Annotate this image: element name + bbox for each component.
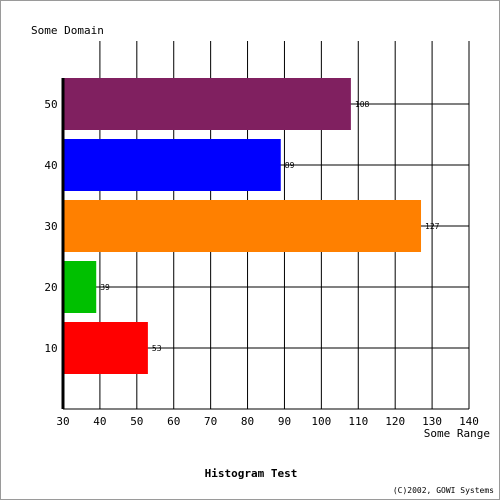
y-tick-label: 50	[44, 98, 57, 111]
x-tick-label: 100	[311, 415, 331, 428]
bar	[63, 200, 422, 252]
data-label: 108	[355, 100, 370, 109]
x-tick-label: 120	[385, 415, 405, 428]
data-labels: 53 39 127 89 108	[100, 100, 439, 353]
y-tick-label: 10	[44, 342, 57, 355]
y-axis-title: Some Domain	[31, 24, 104, 37]
x-tick-label: 70	[204, 415, 217, 428]
x-tick-label: 80	[241, 415, 254, 428]
data-label: 89	[285, 161, 295, 170]
data-label: 127	[425, 222, 440, 231]
bar	[63, 261, 97, 313]
x-tick-label: 60	[167, 415, 180, 428]
x-tick-label: 140	[459, 415, 479, 428]
x-tick-label: 110	[348, 415, 368, 428]
credit-text: (C)2002, GOWI Systems	[393, 486, 494, 495]
bar-group	[63, 78, 422, 374]
y-tick-labels: 10 20 30 40 50	[44, 98, 57, 355]
chart-title: Histogram Test	[205, 467, 298, 480]
x-tick-labels: 30 40 50 60 70 80 90 100 110 120 130 140	[56, 415, 479, 428]
x-tick-label: 130	[422, 415, 442, 428]
axes	[61, 78, 469, 410]
data-label: 39	[100, 283, 110, 292]
y-tick-label: 20	[44, 281, 57, 294]
bar	[63, 139, 281, 191]
bar	[63, 78, 351, 130]
x-tick-label: 50	[130, 415, 143, 428]
bar	[63, 322, 148, 374]
x-tick-label: 40	[93, 415, 106, 428]
x-tick-label: 90	[278, 415, 291, 428]
x-tick-label: 30	[56, 415, 69, 428]
y-tick-label: 40	[44, 159, 57, 172]
y-tick-label: 30	[44, 220, 57, 233]
x-axis-title: Some Range	[424, 427, 490, 440]
data-label: 53	[152, 344, 162, 353]
